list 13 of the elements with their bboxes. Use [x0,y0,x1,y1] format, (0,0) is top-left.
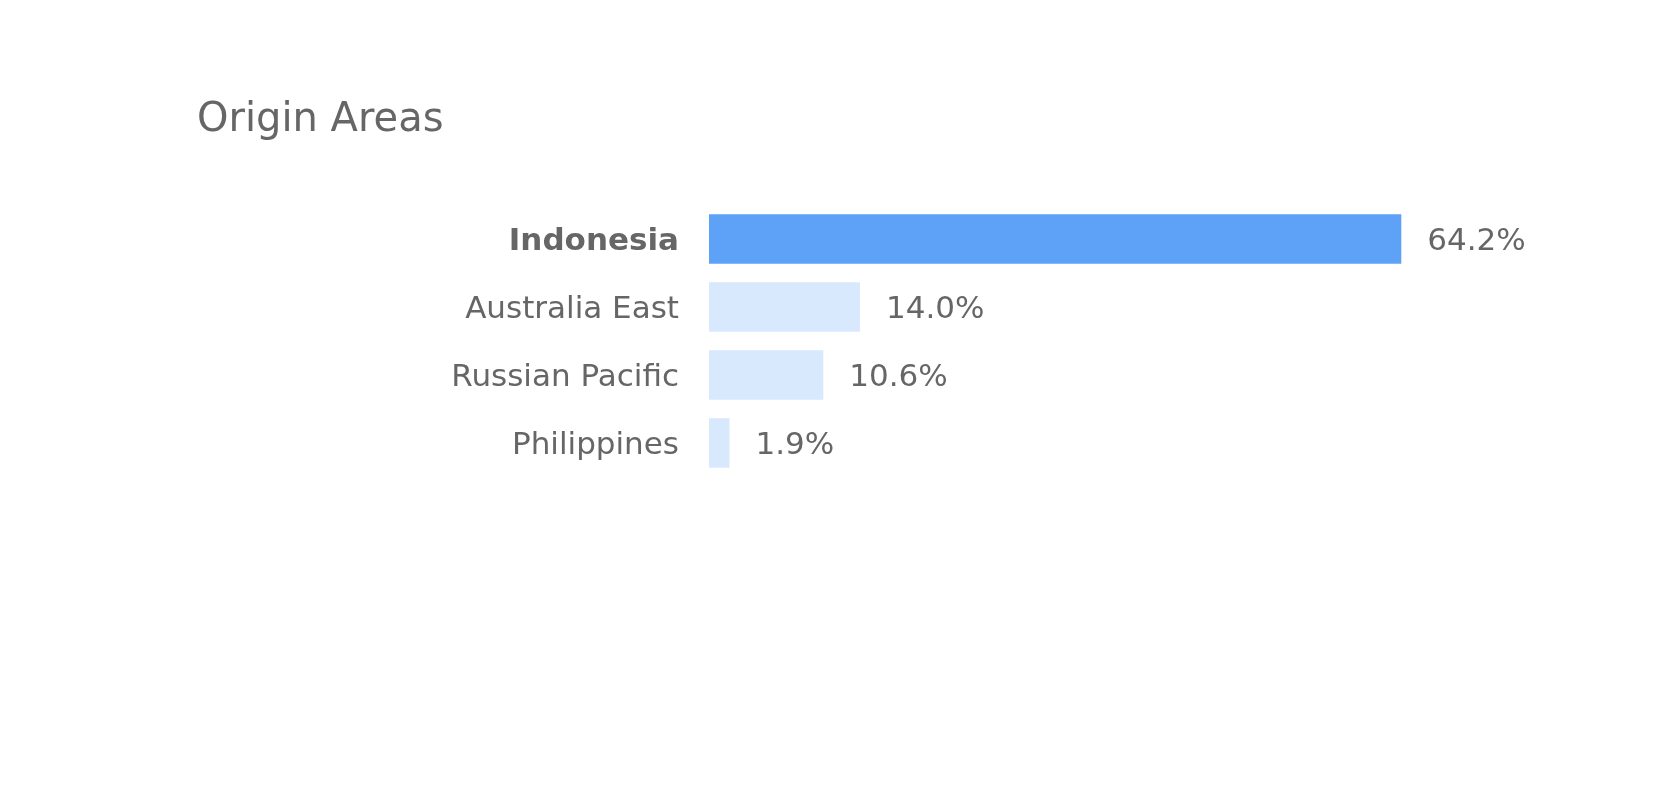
data-label: 1.9% [755,425,835,461]
bar [709,282,860,332]
bar [709,418,730,468]
data-label: 10.6% [849,357,948,393]
y-tick-label: Philippines [511,425,679,461]
bar [709,214,1402,264]
y-tick-label: Russian Pacific [451,357,679,393]
y-tick-label: Australia East [465,289,679,325]
text: Origin Areas [197,94,444,140]
y-tick-label: Indonesia [508,221,679,257]
bar [709,350,824,400]
data-label: 64.2% [1427,221,1526,257]
data-label: 14.0% [885,289,985,325]
